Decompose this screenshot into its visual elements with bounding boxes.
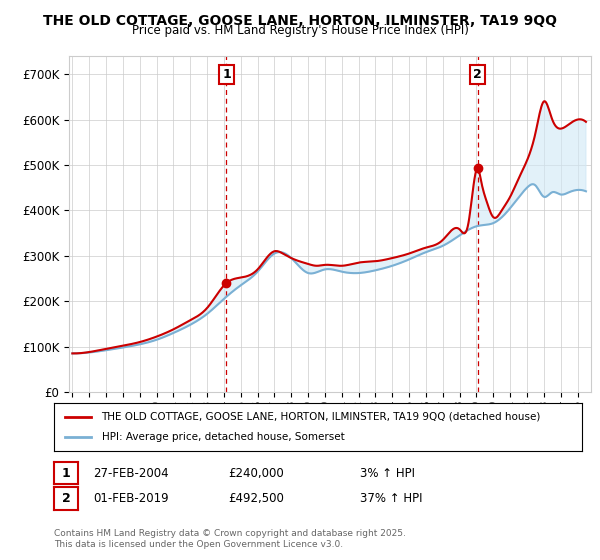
Text: 2: 2: [473, 68, 482, 81]
Text: 1: 1: [222, 68, 231, 81]
Text: THE OLD COTTAGE, GOOSE LANE, HORTON, ILMINSTER, TA19 9QQ (detached house): THE OLD COTTAGE, GOOSE LANE, HORTON, ILM…: [101, 412, 541, 422]
Text: Price paid vs. HM Land Registry's House Price Index (HPI): Price paid vs. HM Land Registry's House …: [131, 24, 469, 36]
Text: 2: 2: [62, 492, 70, 505]
Text: 37% ↑ HPI: 37% ↑ HPI: [360, 492, 422, 505]
Text: THE OLD COTTAGE, GOOSE LANE, HORTON, ILMINSTER, TA19 9QQ: THE OLD COTTAGE, GOOSE LANE, HORTON, ILM…: [43, 14, 557, 28]
Text: £492,500: £492,500: [228, 492, 284, 505]
Text: 27-FEB-2004: 27-FEB-2004: [93, 466, 169, 480]
Text: Contains HM Land Registry data © Crown copyright and database right 2025.
This d: Contains HM Land Registry data © Crown c…: [54, 529, 406, 549]
Text: 3% ↑ HPI: 3% ↑ HPI: [360, 466, 415, 480]
Text: £240,000: £240,000: [228, 466, 284, 480]
Text: 1: 1: [62, 466, 70, 480]
Text: 01-FEB-2019: 01-FEB-2019: [93, 492, 169, 505]
Text: HPI: Average price, detached house, Somerset: HPI: Average price, detached house, Some…: [101, 432, 344, 442]
